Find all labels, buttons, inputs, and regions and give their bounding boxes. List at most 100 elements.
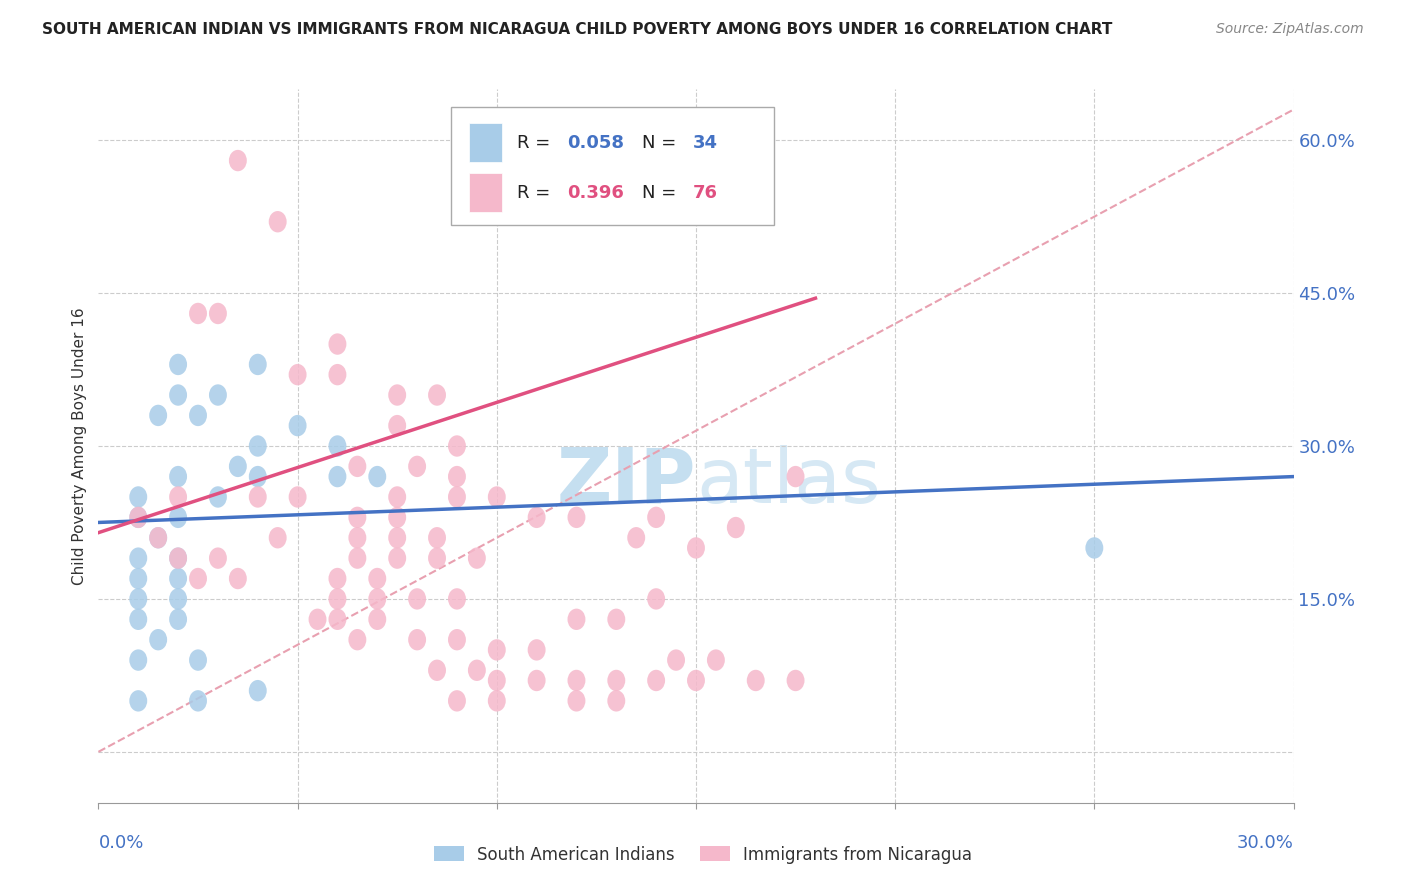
Ellipse shape	[329, 568, 346, 590]
Text: atlas: atlas	[696, 445, 880, 518]
Ellipse shape	[349, 629, 367, 650]
Ellipse shape	[129, 507, 148, 528]
Ellipse shape	[449, 435, 465, 457]
Ellipse shape	[607, 690, 626, 712]
Ellipse shape	[209, 384, 226, 406]
Ellipse shape	[527, 670, 546, 691]
Ellipse shape	[149, 527, 167, 549]
Text: SOUTH AMERICAN INDIAN VS IMMIGRANTS FROM NICARAGUA CHILD POVERTY AMONG BOYS UNDE: SOUTH AMERICAN INDIAN VS IMMIGRANTS FROM…	[42, 22, 1112, 37]
Ellipse shape	[1085, 537, 1104, 558]
Ellipse shape	[647, 670, 665, 691]
Ellipse shape	[349, 548, 367, 569]
Ellipse shape	[388, 415, 406, 436]
Ellipse shape	[449, 588, 465, 609]
Ellipse shape	[468, 659, 486, 681]
Ellipse shape	[209, 486, 226, 508]
Ellipse shape	[388, 384, 406, 406]
Ellipse shape	[129, 486, 148, 508]
Ellipse shape	[129, 588, 148, 609]
Ellipse shape	[288, 486, 307, 508]
Ellipse shape	[408, 456, 426, 477]
Ellipse shape	[427, 527, 446, 549]
Ellipse shape	[209, 302, 226, 324]
Ellipse shape	[688, 537, 704, 558]
Ellipse shape	[169, 384, 187, 406]
Text: R =: R =	[517, 134, 555, 152]
Ellipse shape	[388, 507, 406, 528]
Ellipse shape	[488, 640, 506, 661]
Ellipse shape	[129, 690, 148, 712]
Ellipse shape	[169, 608, 187, 630]
Ellipse shape	[149, 405, 167, 426]
Ellipse shape	[169, 588, 187, 609]
Ellipse shape	[188, 568, 207, 590]
Ellipse shape	[707, 649, 725, 671]
Ellipse shape	[607, 608, 626, 630]
Ellipse shape	[568, 670, 585, 691]
Ellipse shape	[368, 588, 387, 609]
Ellipse shape	[229, 150, 247, 171]
Ellipse shape	[607, 670, 626, 691]
Ellipse shape	[188, 649, 207, 671]
Ellipse shape	[568, 690, 585, 712]
Ellipse shape	[329, 588, 346, 609]
Ellipse shape	[747, 670, 765, 691]
Ellipse shape	[427, 548, 446, 569]
Ellipse shape	[169, 507, 187, 528]
Ellipse shape	[368, 568, 387, 590]
Ellipse shape	[666, 649, 685, 671]
Ellipse shape	[449, 466, 465, 487]
Ellipse shape	[488, 486, 506, 508]
Ellipse shape	[427, 384, 446, 406]
Ellipse shape	[568, 507, 585, 528]
Ellipse shape	[209, 548, 226, 569]
Ellipse shape	[249, 466, 267, 487]
Ellipse shape	[329, 608, 346, 630]
Text: R =: R =	[517, 184, 555, 202]
Text: 0.396: 0.396	[567, 184, 624, 202]
Ellipse shape	[149, 527, 167, 549]
Text: N =: N =	[643, 134, 682, 152]
Ellipse shape	[188, 405, 207, 426]
Ellipse shape	[388, 486, 406, 508]
Ellipse shape	[527, 507, 546, 528]
Ellipse shape	[249, 354, 267, 376]
Ellipse shape	[129, 548, 148, 569]
Ellipse shape	[408, 588, 426, 609]
Ellipse shape	[449, 486, 465, 508]
Ellipse shape	[169, 548, 187, 569]
Ellipse shape	[329, 334, 346, 355]
Ellipse shape	[129, 507, 148, 528]
Ellipse shape	[129, 649, 148, 671]
Ellipse shape	[627, 527, 645, 549]
Ellipse shape	[229, 456, 247, 477]
Ellipse shape	[169, 486, 187, 508]
Text: Source: ZipAtlas.com: Source: ZipAtlas.com	[1216, 22, 1364, 37]
Ellipse shape	[388, 548, 406, 569]
Text: ZIP: ZIP	[557, 445, 696, 518]
FancyBboxPatch shape	[470, 173, 502, 212]
Text: 76: 76	[692, 184, 717, 202]
Ellipse shape	[408, 629, 426, 650]
Ellipse shape	[449, 690, 465, 712]
Text: 0.0%: 0.0%	[98, 834, 143, 852]
Ellipse shape	[288, 364, 307, 385]
Ellipse shape	[288, 415, 307, 436]
Ellipse shape	[349, 527, 367, 549]
Ellipse shape	[229, 568, 247, 590]
Ellipse shape	[468, 548, 486, 569]
Ellipse shape	[488, 690, 506, 712]
Ellipse shape	[647, 507, 665, 528]
Ellipse shape	[568, 608, 585, 630]
Ellipse shape	[169, 466, 187, 487]
Ellipse shape	[308, 608, 326, 630]
Ellipse shape	[188, 690, 207, 712]
Ellipse shape	[349, 456, 367, 477]
Ellipse shape	[527, 640, 546, 661]
Text: 0.058: 0.058	[567, 134, 624, 152]
Ellipse shape	[269, 211, 287, 233]
Ellipse shape	[727, 516, 745, 538]
Ellipse shape	[647, 588, 665, 609]
Ellipse shape	[368, 466, 387, 487]
Ellipse shape	[188, 302, 207, 324]
